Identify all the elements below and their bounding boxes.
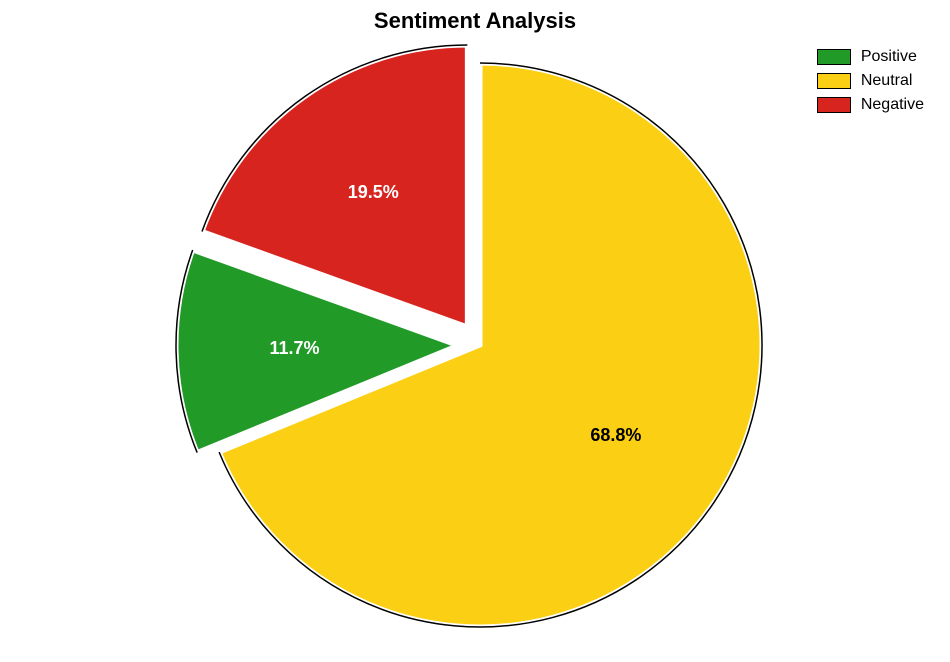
pie-svg: 68.8% 11.7% 19.5% [0,0,950,662]
pie-label-negative: 19.5% [348,182,399,202]
legend-swatch-neutral [817,73,851,89]
legend-swatch-negative [817,97,851,113]
sentiment-pie-chart: Sentiment Analysis 68.8%11.7%19.5% Posit… [0,0,950,662]
legend: Positive Neutral Negative [817,48,924,120]
legend-item-neutral: Neutral [817,72,924,90]
legend-label-negative: Negative [861,96,924,114]
pie-label-positive: 11.7% [269,338,319,358]
legend-swatch-positive [817,49,851,65]
legend-item-positive: Positive [817,48,924,66]
legend-label-positive: Positive [861,48,917,66]
pie-label-neutral: 68.8% [590,425,641,445]
legend-label-neutral: Neutral [861,72,913,90]
legend-item-negative: Negative [817,96,924,114]
